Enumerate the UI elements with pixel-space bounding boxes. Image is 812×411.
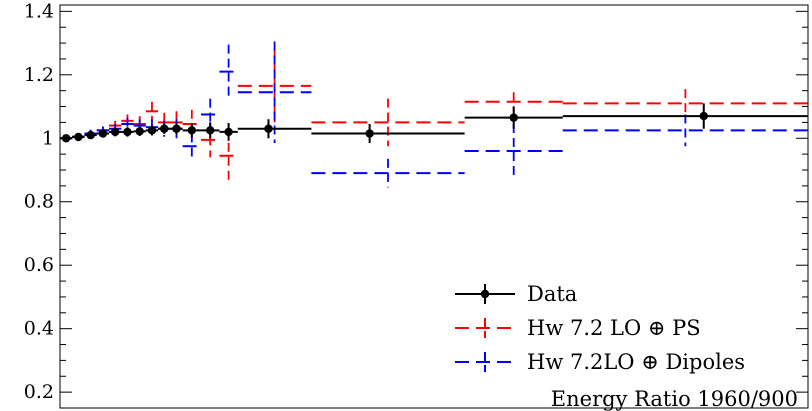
y-axis-ticks: 0.2 0.4 0.6 0.8 1 1.2 1.4 (24, 0, 808, 403)
data-point (74, 132, 83, 142)
data-point (160, 124, 169, 133)
axes-frame (59, 4, 809, 409)
legend-label: Hw 7.2LO ⊕ Dipoles (527, 350, 745, 374)
legend-marker (480, 289, 490, 299)
y-tick-label: 0.2 (24, 381, 54, 403)
y-tick-label: 0.4 (24, 318, 54, 340)
plot-frame (59, 4, 809, 409)
data-point (123, 127, 132, 137)
data-point (509, 113, 518, 122)
series-layer (60, 41, 808, 188)
data-point (110, 127, 120, 137)
data-point (187, 126, 197, 135)
y-tick-label: 1.2 (24, 64, 54, 86)
y-tick-label: 1.4 (24, 0, 54, 22)
legend: Data Hw 7.2 LO ⊕ PS Hw 7.2LO ⊕ Dipoles (455, 282, 745, 374)
y-tick-label: 0.8 (24, 191, 54, 213)
legend-label: Data (527, 282, 577, 306)
data-point (206, 126, 215, 135)
data-point (264, 124, 273, 133)
energy-ratio-annotation: Energy Ratio 1960/900 (551, 387, 798, 411)
data-point (699, 111, 708, 121)
data-point (172, 124, 181, 133)
data-point (147, 126, 157, 135)
data-point (86, 130, 95, 140)
y-tick-label: 0.6 (24, 254, 54, 276)
data-point (224, 127, 233, 137)
legend-label: Hw 7.2 LO ⊕ PS (527, 316, 701, 340)
data-point (135, 127, 144, 136)
data-point (98, 129, 108, 138)
y-tick-label: 1 (42, 127, 54, 149)
data-point (365, 129, 374, 138)
